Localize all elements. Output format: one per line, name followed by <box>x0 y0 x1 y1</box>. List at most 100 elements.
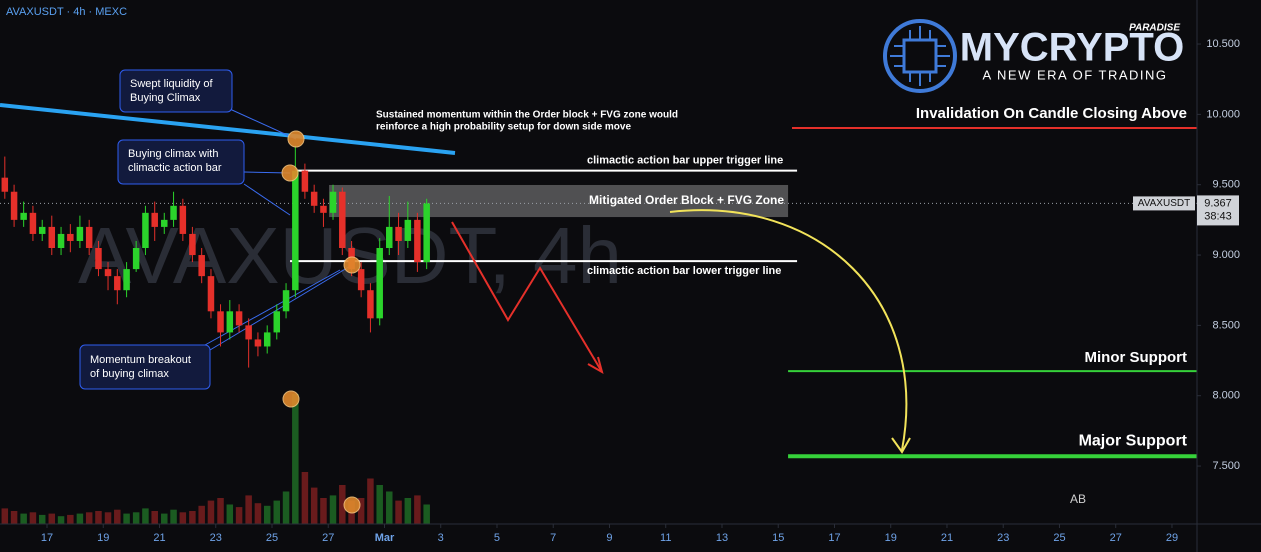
logo-circuit <box>890 26 950 86</box>
y-tick-label: 10.500 <box>1206 38 1240 50</box>
volume-bar <box>386 491 393 524</box>
logo-emblem <box>883 19 957 93</box>
candle-body <box>179 205 187 234</box>
volume-bar <box>10 511 18 524</box>
candle-body <box>320 205 327 213</box>
volume-bar <box>329 495 337 524</box>
candle-body <box>235 311 243 326</box>
volume-bar <box>207 500 215 524</box>
volume-bar <box>198 505 205 524</box>
marker <box>282 390 300 408</box>
volume-bar <box>245 495 252 524</box>
y-tick-label: 10.000 <box>1206 108 1240 120</box>
candle-body <box>404 219 412 241</box>
callout-box <box>119 69 233 113</box>
logo: MYCRYPTO PARADISE A NEW ERA OF TRADING <box>883 19 1184 93</box>
candle-body <box>189 233 196 256</box>
x-tick-label: 5 <box>494 532 500 544</box>
candle-body <box>161 219 168 227</box>
x-tick-label: 7 <box>550 532 556 544</box>
countdown-label: 38:43 <box>1204 210 1232 222</box>
volume-bar <box>48 513 56 524</box>
y-tick-label: 9.000 <box>1212 249 1240 261</box>
initials: AB <box>1070 492 1086 506</box>
volume-bar <box>189 511 196 524</box>
candle-body <box>48 226 56 249</box>
volume-bar <box>151 511 158 524</box>
overlay: 7.500 8.000 8.500 9.000 9.500 10.000 10.500 17 1… <box>41 38 1240 544</box>
volume-bar <box>301 472 309 524</box>
candle-body <box>29 212 37 234</box>
volume-bar <box>20 513 27 524</box>
logo-slogan: A NEW ERA OF TRADING <box>982 67 1167 82</box>
candle-body <box>170 205 177 220</box>
volume-bar <box>367 478 374 524</box>
candle-body <box>95 248 102 270</box>
candle-body <box>207 276 215 312</box>
candle-body <box>301 170 309 192</box>
price-badge <box>1197 195 1239 226</box>
volume-bar <box>339 485 346 524</box>
logo-name: MYCRYPTO <box>960 26 1184 70</box>
volume-bar <box>235 507 243 524</box>
volume-bar <box>142 508 149 524</box>
candle-body <box>198 255 205 277</box>
x-tick-label: 27 <box>1110 532 1122 544</box>
y-tick-label: 9.500 <box>1212 179 1240 191</box>
candle-body <box>357 269 365 291</box>
candle-body <box>114 276 121 291</box>
volume-bar <box>114 509 121 524</box>
callout: Buying climax with climactic action bar <box>117 139 291 216</box>
candle-body <box>423 203 430 263</box>
y-tick-label: 8.000 <box>1212 390 1240 402</box>
volume-bar <box>254 503 262 524</box>
candle-body <box>273 311 281 333</box>
volume-bar <box>76 513 84 524</box>
markers <box>281 130 361 514</box>
x-tick-label: 27 <box>322 532 334 544</box>
callout-text: Swept liquidity of <box>130 78 213 90</box>
volume-bar <box>310 487 318 524</box>
level-label: climactic action bar upper trigger line <box>587 155 783 167</box>
order-block-zone <box>329 184 789 218</box>
callout-box <box>117 139 245 185</box>
candle-body <box>217 311 224 333</box>
volume-bar <box>29 512 37 524</box>
candle-body <box>20 212 27 220</box>
volume-bar <box>357 498 365 524</box>
level-label: Major Support <box>1079 432 1188 449</box>
candle-body <box>263 332 271 347</box>
zone-label: Mitigated Order Block + FVG Zone <box>589 193 784 207</box>
callout-text: Buying Climax <box>130 92 201 104</box>
x-tick-label: 25 <box>1053 532 1065 544</box>
volume-bar <box>404 498 412 524</box>
volume-bar <box>273 500 281 524</box>
last-price-label: 9.367 <box>1204 197 1232 209</box>
candle-body <box>85 226 93 249</box>
note-text: reinforce a high probability setup for d… <box>376 122 631 133</box>
volume-bar <box>123 513 130 524</box>
volume-bar <box>95 511 102 524</box>
volume-bar <box>282 491 290 524</box>
candle-body <box>414 219 421 263</box>
callout-box <box>79 344 211 390</box>
trendline <box>0 103 456 155</box>
callout: Swept liquidity of Buying Climax <box>119 69 297 140</box>
candle-body <box>339 191 346 249</box>
symbol-badge <box>1133 196 1195 211</box>
candle-body <box>142 212 149 249</box>
candle-body <box>57 233 65 249</box>
candle-body <box>132 248 140 270</box>
candle-body <box>245 325 252 340</box>
callout-text: Momentum breakout <box>90 354 191 366</box>
callout-text: Buying climax with <box>128 148 218 160</box>
callout-connector <box>209 264 353 351</box>
candle-body <box>76 226 84 241</box>
candle-body <box>367 290 374 319</box>
x-tick-label: 11 <box>660 532 671 544</box>
volume-bar <box>179 512 187 524</box>
x-tick-label: 21 <box>153 532 165 544</box>
volume-bar <box>320 498 327 524</box>
underlay <box>0 127 1197 459</box>
